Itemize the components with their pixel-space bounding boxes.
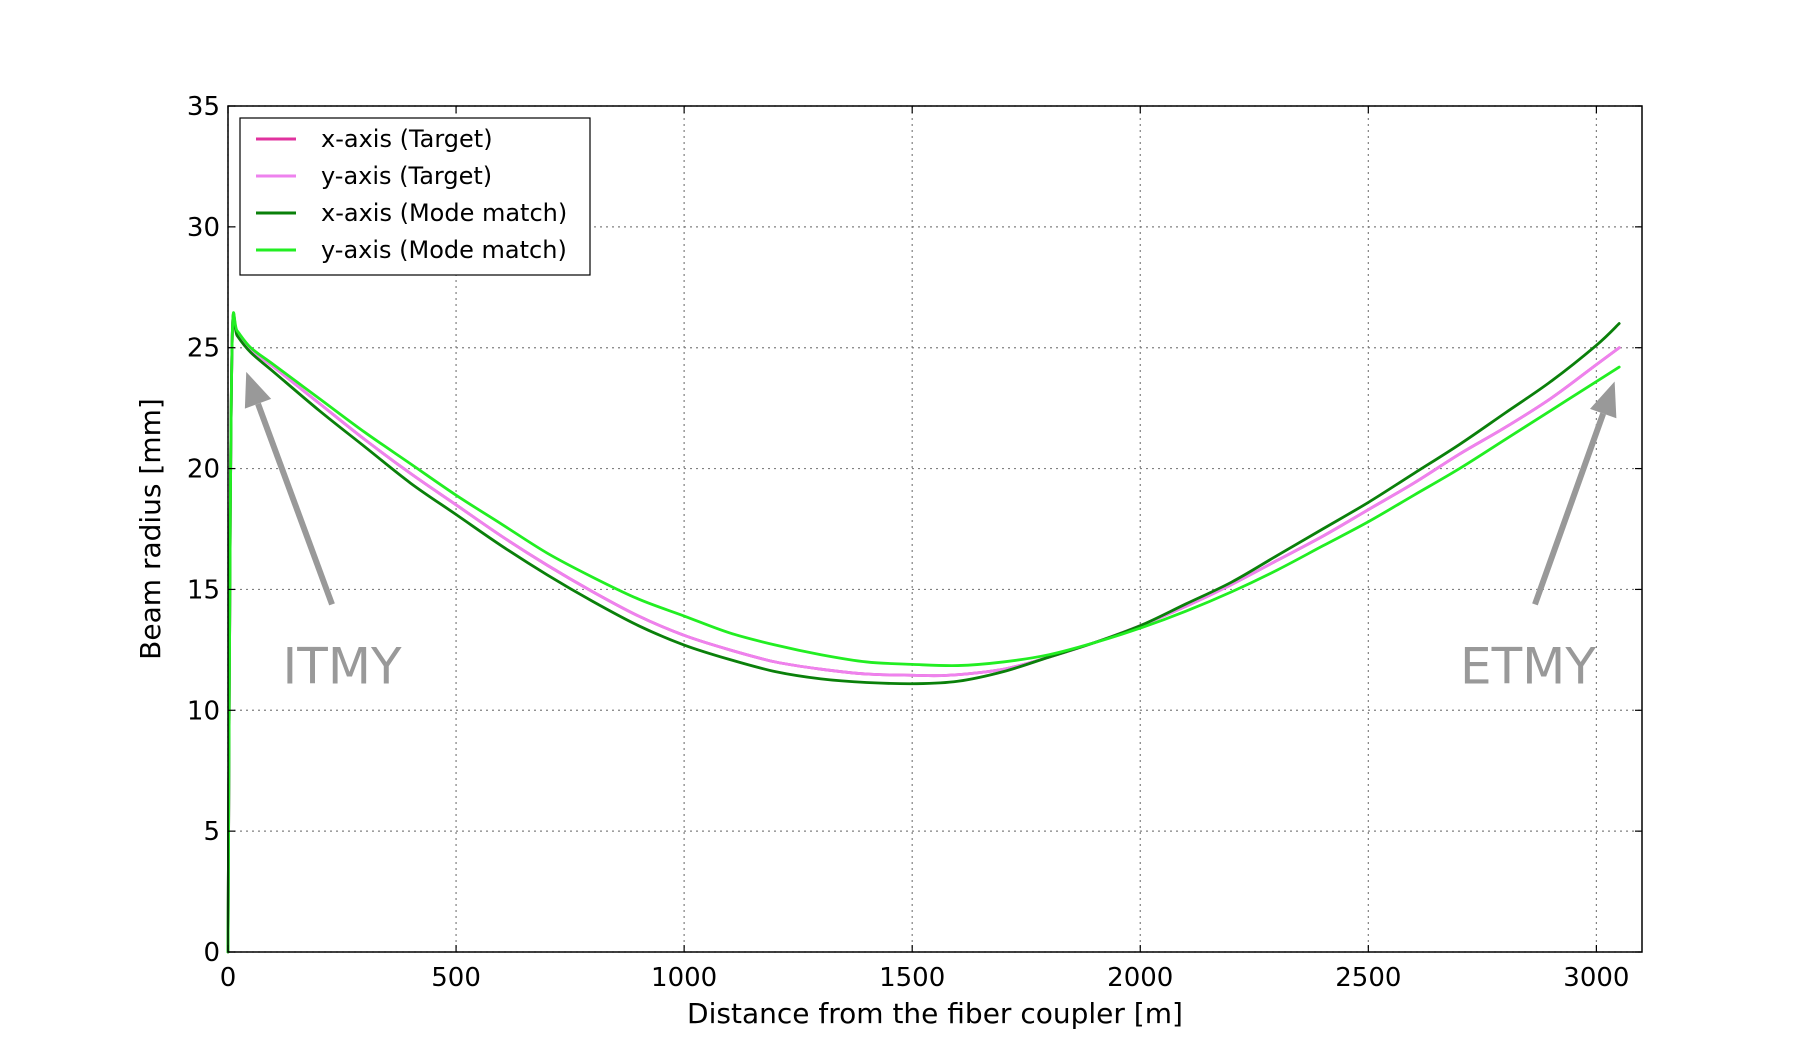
y-axis-title: Beam radius [mm] (134, 398, 167, 660)
legend-label: x-axis (Mode match) (321, 199, 567, 227)
y-tick-label: 35 (187, 92, 220, 122)
x-tick-label: 500 (431, 963, 481, 993)
plot-frame (227, 105, 1643, 953)
tick-layer: 0 500 1000 1500 2000 2500 3000 0 5 10 15 20 25 30 35 (187, 92, 1642, 993)
x-tick-label: 1000 (651, 963, 717, 993)
legend-box (239, 117, 591, 276)
y-tick-label: 10 (187, 696, 220, 726)
y-tick-label: 0 (203, 938, 220, 968)
x-tick-label: 2500 (1335, 963, 1401, 993)
y-tick-label: 30 (187, 213, 220, 243)
annotation-arrow-head (244, 371, 272, 409)
y-tick-label: 20 (187, 455, 220, 485)
annotation-arrow-shaft (255, 402, 335, 606)
series-layer (226, 311, 1621, 954)
legend: x-axis (Target) y-axis (Target) x-axis (Mo… (239, 117, 591, 276)
y-tick-label: 5 (203, 817, 220, 847)
legend-label: x-axis (Target) (321, 125, 493, 153)
series-line-4 (226, 311, 1621, 954)
x-tick-label: 0 (220, 963, 237, 993)
series-line-3 (226, 312, 1621, 954)
y-tick-label: 25 (187, 334, 220, 364)
annotation-layer: ITMY ETMY (244, 371, 1617, 695)
x-tick-label: 1500 (879, 963, 945, 993)
x-tick-label: 2000 (1107, 963, 1173, 993)
x-axis-title: Distance from the fiber coupler [m] (687, 997, 1183, 1030)
annotation-label: ETMY (1460, 637, 1596, 695)
y-tick-label: 15 (187, 575, 220, 605)
annotation-label: ITMY (283, 637, 402, 695)
legend-label: y-axis (Target) (321, 162, 492, 190)
x-tick-label: 3000 (1563, 963, 1629, 993)
annotation-arrow-head (1590, 381, 1617, 419)
annotation-arrow-shaft (1532, 412, 1607, 606)
legend-label: y-axis (Mode match) (321, 236, 567, 264)
series-line-2 (226, 311, 1621, 954)
